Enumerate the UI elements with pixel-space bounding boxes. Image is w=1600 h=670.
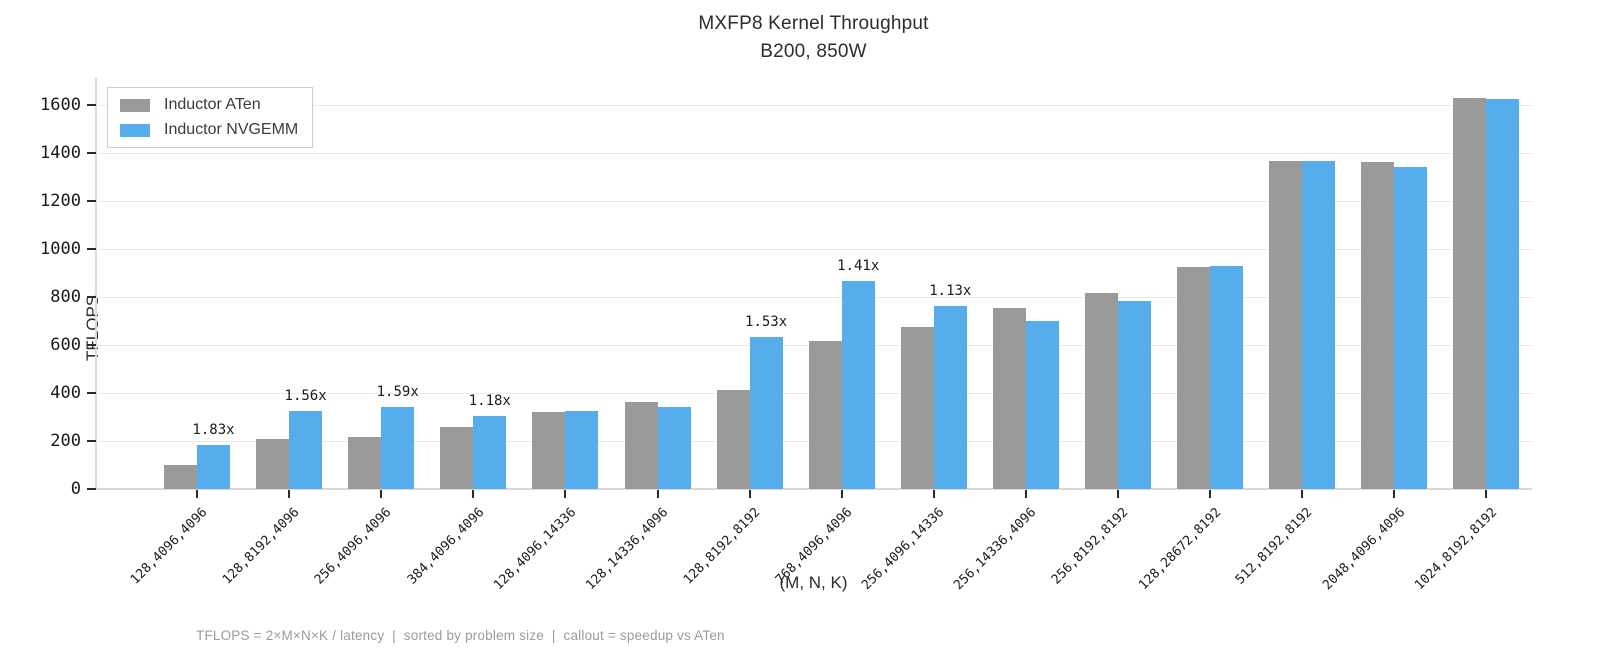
y-tick-label-800: 800 [50,287,81,307]
y-tick-200 [87,440,96,442]
chart-title-line2: B200, 850W [760,40,867,62]
bar-aten-3 [440,427,474,489]
bar-aten-2 [348,437,382,489]
y-tick-label-400: 400 [50,383,81,403]
bar-nvgemm-13 [1394,166,1428,489]
y-tick-400 [87,392,96,394]
bar-nvgemm-11 [1210,266,1244,489]
x-tick-0 [196,490,198,498]
bar-nvgemm-5 [657,407,691,489]
x-tick-10 [1117,490,1119,498]
speedup-callout-2: 1.59x [376,383,419,400]
legend-swatch-nvgemm [120,123,150,137]
bar-nvgemm-7 [841,280,875,489]
chart-title: MXFP8 Kernel Throughput B200, 850W [95,10,1532,65]
x-tick-5 [656,490,659,498]
y-tick-1600 [87,104,96,106]
y-tick-label-1400: 1400 [40,143,81,163]
x-tick-4 [564,490,567,498]
bar-aten-4 [532,412,566,489]
legend: Inductor ATen Inductor NVGEMM [107,87,314,148]
speedup-callout-3: 1.18x [468,393,511,410]
y-tick-label-1200: 1200 [40,191,81,211]
y-axis-spine [95,78,97,489]
bar-nvgemm-8 [933,305,967,489]
bar-nvgemm-9 [1025,321,1059,489]
speedup-callout-0: 1.83x [192,422,235,439]
bar-nvgemm-2 [381,406,415,489]
x-tick-6 [748,490,751,498]
gridline-1400 [95,152,1532,154]
bar-aten-8 [900,327,934,489]
bar-nvgemm-12 [1302,160,1336,489]
bar-nvgemm-6 [749,337,783,489]
y-tick-label-200: 200 [50,431,81,451]
chart-title-line1: MXFP8 Kernel Throughput [698,13,929,34]
x-tick-13 [1393,490,1396,498]
speedup-callout-1: 1.56x [284,388,327,405]
x-tick-1 [288,490,291,498]
y-tick-600 [87,344,96,346]
legend-item-nvgemm: Inductor NVGEMM [120,121,298,139]
gridline-800 [95,296,1532,298]
bar-aten-11 [1177,266,1211,489]
x-tick-3 [472,490,475,498]
x-axis-spine [87,488,1532,490]
y-tick-800 [87,296,96,298]
bar-aten-14 [1453,98,1487,489]
bar-nvgemm-1 [289,411,323,489]
legend-swatch-aten [120,98,150,112]
bar-nvgemm-0 [197,445,230,489]
y-tick-0 [87,488,96,490]
bar-aten-0 [164,465,197,489]
x-tick-2 [380,490,383,498]
speedup-callout-6: 1.53x [745,314,788,331]
plot-area: TFLOPS 0 200 400 600 800 1000 1200 1400 1600 1.83… [40,78,1532,593]
bar-aten-6 [716,389,750,489]
bar-aten-13 [1361,161,1395,489]
y-tick-label-1000: 1000 [40,239,81,259]
y-tick-1400 [87,152,96,154]
x-tick-12 [1301,490,1304,498]
bar-nvgemm-3 [473,416,507,489]
x-tick-7 [840,490,843,498]
x-tick-9 [1024,490,1027,498]
gridline-1000 [95,248,1532,250]
speedup-callout-7: 1.41x [837,257,880,274]
legend-label-aten: Inductor ATen [164,96,261,113]
gridline-1600 [95,104,1532,106]
bar-nvgemm-14 [1486,99,1520,489]
y-tick-label-0: 0 [70,479,81,499]
gridline-1200 [95,200,1532,202]
y-tick-1200 [87,200,96,202]
x-axis-title: (M, N, K) [779,573,848,592]
bar-aten-7 [808,341,842,489]
legend-item-aten: Inductor ATen [120,96,298,114]
y-tick-label-1600: 1600 [40,95,81,115]
y-tick-label-600: 600 [50,335,81,355]
bar-aten-1 [256,439,290,489]
footnote: TFLOPS = 2×M×N×K / latency | sorted by p… [196,628,725,643]
x-tick-11 [1209,490,1212,498]
bar-nvgemm-10 [1118,300,1151,489]
bar-aten-12 [1269,160,1303,489]
bar-aten-9 [992,308,1026,489]
bar-aten-10 [1085,293,1118,489]
bar-aten-5 [624,401,658,489]
bar-nvgemm-4 [565,410,599,489]
x-tick-14 [1485,490,1488,498]
legend-label-nvgemm: Inductor NVGEMM [164,121,299,138]
y-tick-1000 [87,248,96,250]
y-axis-title: TFLOPS [83,294,102,361]
x-tick-8 [932,490,935,498]
speedup-callout-8: 1.13x [929,282,972,299]
